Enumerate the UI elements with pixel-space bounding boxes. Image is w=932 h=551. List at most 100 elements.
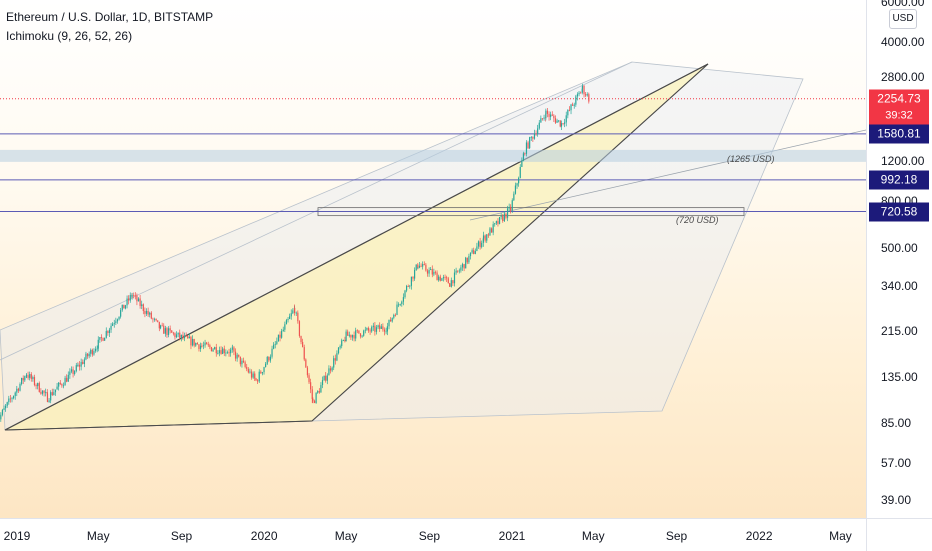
candle-body — [172, 332, 174, 334]
candle-body — [551, 114, 553, 116]
candle-body — [545, 110, 547, 118]
candle-body — [407, 286, 409, 287]
candle-body — [185, 335, 187, 337]
candle-body — [371, 327, 373, 332]
candle-body — [210, 347, 213, 352]
candle-body — [351, 335, 354, 338]
candle-body — [311, 389, 313, 399]
candle-body — [476, 246, 478, 252]
candle-body — [61, 384, 63, 386]
candle-body — [222, 348, 224, 354]
indicator-label[interactable]: Ichimoku (9, 26, 52, 26) — [6, 29, 133, 43]
candle-body — [220, 350, 222, 354]
candle-body — [226, 352, 229, 354]
candle-body — [126, 298, 128, 306]
candle-body — [502, 216, 504, 221]
candle-body — [258, 371, 260, 382]
candlestick-series — [0, 83, 590, 422]
candle-body — [546, 110, 549, 114]
candle-body — [67, 374, 69, 382]
chart-area[interactable]: Ethereum / U.S. Dollar, 1D, BITSTAMP Ich… — [0, 0, 866, 518]
candle-body — [233, 347, 235, 352]
price-level-label[interactable]: 2254.73 — [869, 89, 929, 109]
candle-body — [463, 264, 465, 269]
candle-body — [77, 364, 79, 366]
price-axis[interactable]: 6000.004000.002800.001800.001200.00800.0… — [866, 0, 932, 518]
candle-body — [242, 360, 245, 363]
candle-body — [388, 319, 390, 327]
candle-body — [533, 133, 536, 139]
candle-body — [494, 223, 496, 225]
price-tick-label: 85.00 — [881, 416, 912, 430]
price-level-label[interactable]: 720.58 — [869, 202, 929, 222]
candle-body — [540, 118, 542, 123]
candle-body — [279, 334, 281, 338]
candle-body — [212, 349, 214, 352]
candle-body — [215, 347, 217, 354]
candle-body — [305, 359, 307, 368]
candle-body — [263, 367, 265, 373]
candle-body — [167, 328, 170, 335]
chart-canvas[interactable] — [0, 0, 866, 518]
candle-body — [276, 341, 278, 344]
candle-body — [348, 334, 350, 336]
candle-body — [141, 304, 143, 306]
time-axis[interactable]: 2019 May Sep 2020 May Sep 2021 May Sep 2022 May — [0, 518, 866, 551]
candle-body — [334, 358, 336, 361]
candle-body — [317, 391, 319, 393]
candle-body — [204, 342, 206, 346]
candle-body — [14, 392, 16, 396]
price-level-label[interactable]: 992.18 — [869, 170, 929, 190]
candle-body — [341, 340, 343, 347]
candle-body — [46, 393, 49, 402]
candle-body — [560, 123, 563, 127]
candle-body — [261, 372, 264, 374]
candle-body — [585, 94, 587, 96]
candle-body — [115, 321, 117, 323]
candle-body — [246, 366, 248, 370]
candle-body — [487, 234, 489, 236]
axis-corner — [866, 518, 932, 551]
candle-body — [570, 104, 572, 111]
candle-body — [145, 310, 148, 314]
candle-body — [96, 348, 98, 350]
symbol-title[interactable]: Ethereum / U.S. Dollar, 1D, BITSTAMP — [6, 10, 214, 24]
candle-body — [191, 338, 194, 346]
candle-body — [70, 369, 73, 372]
candle-body — [543, 117, 545, 119]
candle-body — [27, 375, 29, 378]
price-tick-label: 500.00 — [881, 240, 918, 255]
candle-body — [503, 213, 505, 221]
candle-body — [152, 318, 154, 320]
candle-body — [572, 104, 574, 106]
candle-body — [586, 94, 588, 96]
candle-body — [0, 414, 2, 420]
currency-unit-button[interactable]: USD — [889, 9, 917, 29]
candle-body — [444, 277, 446, 278]
candle-body — [473, 250, 475, 254]
candle-body — [225, 352, 227, 354]
candle-body — [434, 271, 437, 273]
candle-body — [516, 183, 518, 186]
candle-body — [72, 369, 74, 374]
time-tick-label: May — [334, 529, 358, 543]
candle-body — [401, 301, 403, 305]
candle-body — [377, 325, 379, 328]
candle-body — [177, 332, 179, 335]
candle-body — [426, 270, 429, 274]
candle-body — [129, 295, 131, 301]
candle-body — [554, 118, 557, 123]
candle-body — [417, 267, 419, 269]
candle-body — [13, 395, 15, 399]
candle-body — [169, 328, 171, 331]
candle-body — [529, 137, 531, 149]
candle-body — [490, 228, 493, 233]
candle-body — [564, 122, 566, 124]
price-level-label[interactable]: 1580.81 — [869, 124, 929, 144]
candle-body — [312, 398, 314, 401]
candle-body — [136, 295, 138, 302]
candle-body — [492, 224, 494, 233]
candle-body — [588, 94, 590, 102]
candle-body — [41, 390, 44, 394]
candle-body — [134, 295, 136, 297]
